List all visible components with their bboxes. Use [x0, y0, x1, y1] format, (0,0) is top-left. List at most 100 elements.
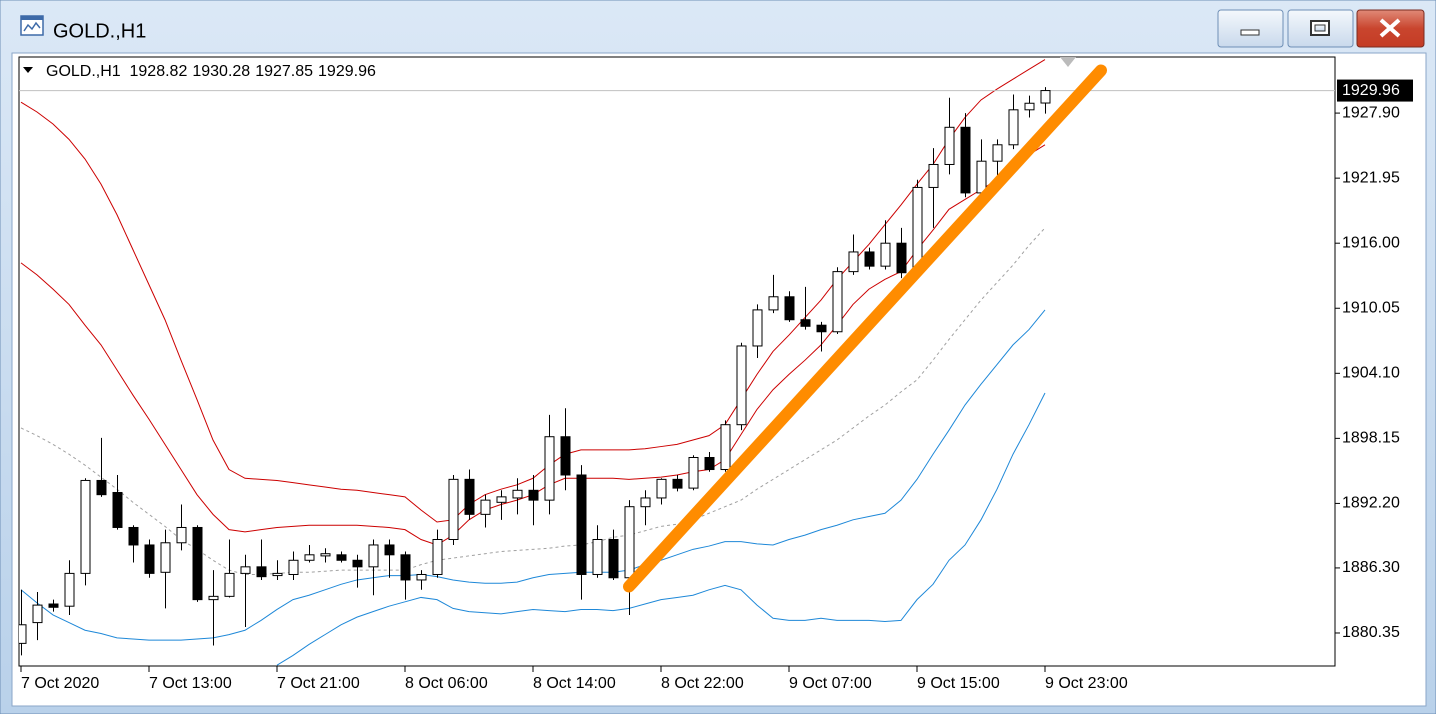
candle-body	[96, 479, 107, 496]
candle-body	[560, 436, 571, 476]
header-arrow	[23, 67, 33, 73]
candle-body	[80, 479, 91, 574]
candle-body	[448, 478, 459, 540]
candle-body	[928, 163, 939, 188]
minimize-button[interactable]	[1217, 9, 1284, 48]
x-tick-label: 9 Oct 23:00	[1045, 675, 1128, 692]
candle-body	[848, 251, 859, 273]
candle-body	[640, 497, 651, 508]
candle-body	[256, 566, 267, 578]
candle-body	[19, 624, 27, 644]
y-tick-label: 1886.30	[1342, 559, 1400, 576]
candle-body	[784, 296, 795, 321]
candle-body	[800, 319, 811, 327]
candle-body	[688, 456, 699, 489]
candle-body	[400, 554, 411, 581]
candle-body	[272, 572, 283, 577]
candle-body	[752, 309, 763, 347]
candle-body	[576, 474, 587, 575]
shift-marker	[1060, 57, 1076, 67]
last-close: 1929.96	[318, 63, 376, 80]
candle-body	[656, 478, 667, 499]
y-tick-label: 1927.90	[1342, 104, 1400, 121]
trendline	[623, 64, 1107, 593]
candle-body	[48, 603, 59, 608]
candle-body	[944, 126, 955, 165]
candle-body	[432, 538, 443, 575]
candle-body	[672, 478, 683, 489]
candle-body	[416, 573, 427, 581]
candle-body	[496, 496, 507, 503]
x-tick-label: 9 Oct 07:00	[789, 675, 872, 692]
candle-body	[1040, 90, 1051, 104]
candle-body	[816, 324, 827, 333]
x-tick-label: 8 Oct 22:00	[661, 675, 744, 692]
candle-body	[224, 572, 235, 597]
candle-body	[160, 542, 171, 573]
band-line	[20, 227, 1046, 575]
candle-body	[528, 489, 539, 501]
band-line	[20, 309, 1046, 641]
x-tick-label: 7 Oct 13:00	[149, 675, 232, 692]
candle-body	[880, 242, 891, 267]
candle-body	[736, 345, 747, 426]
candle-body	[320, 553, 331, 557]
candle-body	[464, 478, 475, 515]
candle-body	[304, 554, 315, 561]
candle-body	[896, 242, 907, 274]
candle-body	[192, 526, 203, 601]
maximize-button[interactable]	[1287, 9, 1354, 48]
y-tick-label: 1880.35	[1342, 624, 1400, 641]
candle-body	[1024, 102, 1035, 111]
candle-body	[832, 271, 843, 333]
candle-body	[976, 160, 987, 194]
symbol: GOLD.,H1	[46, 63, 121, 80]
x-tick-label: 8 Oct 06:00	[405, 675, 488, 692]
candle-body	[544, 436, 555, 501]
candle-body	[960, 126, 971, 194]
last-low: 1927.85	[255, 63, 313, 80]
candle-body	[336, 554, 347, 561]
close-button[interactable]	[1356, 9, 1425, 48]
last-open: 1928.82	[130, 63, 188, 80]
candle-body	[1008, 109, 1019, 146]
candle-body	[384, 544, 395, 556]
candle-body	[112, 491, 123, 528]
candle-body	[128, 526, 139, 546]
x-tick-label: 7 Oct 21:00	[277, 675, 360, 692]
candle-body	[240, 566, 251, 574]
x-tick-label: 8 Oct 14:00	[533, 675, 616, 692]
window-icon	[20, 15, 44, 36]
x-tick-label: 9 Oct 15:00	[917, 675, 1000, 692]
candle-body	[720, 424, 731, 471]
candle-body	[368, 544, 379, 568]
band-line	[276, 392, 1046, 666]
y-tick-label: 1921.95	[1342, 169, 1400, 186]
candle-body	[64, 572, 75, 607]
candle-body	[512, 489, 523, 499]
plot-area	[18, 56, 1336, 667]
chart-header: GOLD.,H1 1928.82 1930.28 1927.85 1929.96	[46, 63, 376, 80]
y-tick-label: 1910.05	[1342, 299, 1400, 316]
y-tick-label: 1892.20	[1342, 495, 1400, 512]
candle-body	[176, 526, 187, 544]
candle-body	[608, 538, 619, 579]
candle-body	[704, 456, 715, 471]
candle-body	[208, 595, 219, 601]
y-tick-label: 1904.10	[1342, 365, 1400, 382]
candle-body	[864, 251, 875, 267]
price-label-box	[1337, 79, 1413, 102]
candle-body	[768, 296, 779, 311]
candle-body	[144, 544, 155, 574]
y-tick-label: 1898.15	[1342, 430, 1400, 447]
x-tick-label: 7 Oct 2020	[21, 675, 99, 692]
candle-body	[32, 604, 43, 624]
plot-content	[19, 59, 1335, 666]
candle-body	[352, 559, 363, 568]
last-high: 1930.28	[192, 63, 250, 80]
window-title: GOLD.,H1	[53, 20, 146, 42]
candle-body	[288, 559, 299, 575]
price-label: 1929.96	[1342, 82, 1400, 99]
candle-body	[592, 538, 603, 575]
